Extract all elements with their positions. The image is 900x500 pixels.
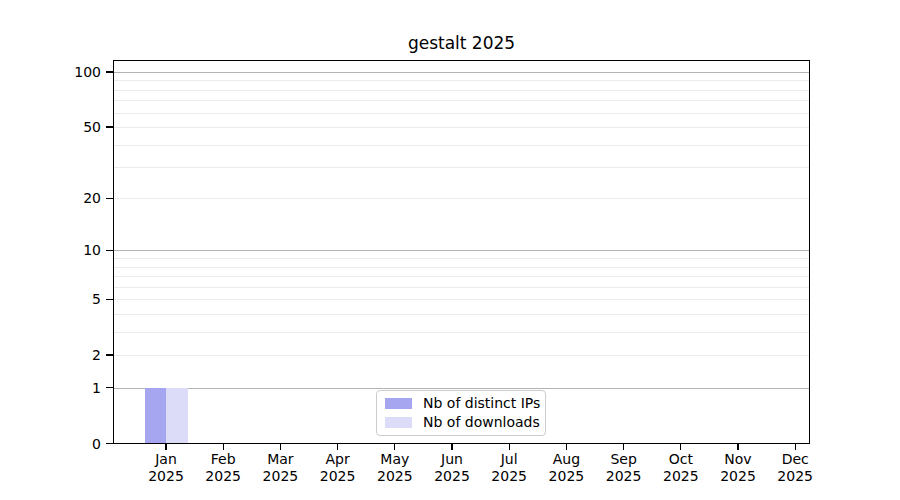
x-tick-may xyxy=(394,444,395,450)
gridline-minor-6 xyxy=(113,287,810,288)
legend: Nb of distinct IPs Nb of downloads xyxy=(376,390,546,436)
x-tick-label-dec: Dec 2025 xyxy=(755,451,835,484)
gridline-major-10 xyxy=(113,250,810,251)
y-tick-label-10: 10 xyxy=(0,241,101,259)
gridline-minor-60 xyxy=(113,113,810,114)
x-tick-oct xyxy=(680,444,681,450)
legend-label-distinct-ips: Nb of distinct IPs xyxy=(423,395,540,412)
legend-swatch-distinct-ips xyxy=(385,398,412,409)
y-tick-label-2: 2 xyxy=(0,346,101,364)
y-tick-5 xyxy=(106,299,113,300)
y-tick-label-50: 50 xyxy=(0,118,101,136)
legend-label-downloads: Nb of downloads xyxy=(423,414,540,431)
legend-item-downloads: Nb of downloads xyxy=(385,414,537,431)
bar-downloads-jan xyxy=(166,388,188,444)
gridline-major-1 xyxy=(113,388,810,389)
gridline-minor-9 xyxy=(113,258,810,259)
gridline-minor-30 xyxy=(113,167,810,168)
y-tick-2 xyxy=(106,354,113,355)
y-tick-label-5: 5 xyxy=(0,290,101,308)
legend-item-distinct-ips: Nb of distinct IPs xyxy=(385,395,537,412)
gridline-minor-8 xyxy=(113,267,810,268)
bar-distinct-ips-jan xyxy=(145,388,167,444)
x-tick-aug xyxy=(566,444,567,450)
gridline-minor-4 xyxy=(113,314,810,315)
y-tick-1 xyxy=(106,387,113,388)
gridline-minor-20 xyxy=(113,198,810,199)
gridline-minor-50 xyxy=(113,127,810,128)
x-tick-jun xyxy=(451,444,452,450)
x-tick-jan xyxy=(165,444,166,450)
gridline-minor-70 xyxy=(113,100,810,101)
x-tick-dec xyxy=(795,444,796,450)
x-tick-apr xyxy=(337,444,338,450)
x-tick-nov xyxy=(737,444,738,450)
gridline-minor-5 xyxy=(113,299,810,300)
y-tick-label-20: 20 xyxy=(0,189,101,207)
plot-area xyxy=(113,60,810,444)
gridline-minor-90 xyxy=(113,80,810,81)
x-tick-feb xyxy=(223,444,224,450)
y-tick-20 xyxy=(106,198,113,199)
y-tick-0 xyxy=(106,443,113,444)
gridline-minor-7 xyxy=(113,276,810,277)
gridline-minor-3 xyxy=(113,332,810,333)
x-tick-sep xyxy=(623,444,624,450)
x-tick-mar xyxy=(280,444,281,450)
y-tick-50 xyxy=(106,126,113,127)
chart-title: gestalt 2025 xyxy=(113,33,810,53)
y-tick-label-100: 100 xyxy=(0,63,101,81)
y-tick-100 xyxy=(106,71,113,72)
y-tick-label-1: 1 xyxy=(0,379,101,397)
y-tick-10 xyxy=(106,250,113,251)
chart-figure: gestalt 2025 1005020105210Jan 2025Feb 20… xyxy=(0,0,900,500)
legend-swatch-downloads xyxy=(385,417,412,428)
gridline-minor-80 xyxy=(113,90,810,91)
x-tick-jul xyxy=(509,444,510,450)
y-tick-label-0: 0 xyxy=(0,435,101,453)
gridline-minor-2 xyxy=(113,355,810,356)
gridline-minor-40 xyxy=(113,145,810,146)
gridline-major-100 xyxy=(113,72,810,73)
